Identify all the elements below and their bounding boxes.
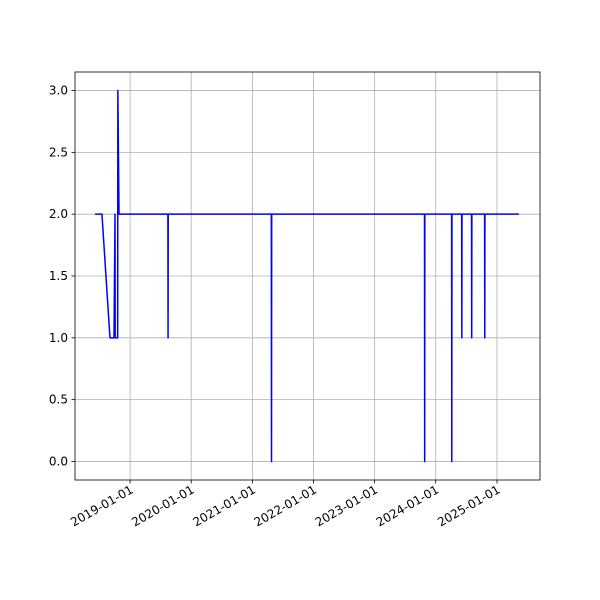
y-tick-label: 3.0 (49, 84, 68, 98)
y-tick-label: 2.5 (49, 145, 68, 159)
x-tick-label: 2023-01-01 (313, 482, 380, 529)
plot-frame (74, 71, 541, 481)
x-tick-label: 2019-01-01 (68, 482, 135, 529)
x-tick-label: 2024-01-01 (374, 482, 441, 529)
y-tick-label: 1.5 (49, 269, 68, 283)
x-tick-label: 2021-01-01 (191, 482, 258, 529)
y-tick-label: 1.0 (49, 331, 68, 345)
y-tick-label: 2.0 (49, 207, 68, 221)
y-tick-label: 0.5 (49, 393, 68, 407)
x-tick-label: 2025-01-01 (435, 482, 502, 529)
x-tick-label: 2022-01-01 (252, 482, 319, 529)
x-tick-label: 2020-01-01 (129, 482, 196, 529)
y-tick-label: 0.0 (49, 454, 68, 468)
data-line (95, 89, 519, 463)
